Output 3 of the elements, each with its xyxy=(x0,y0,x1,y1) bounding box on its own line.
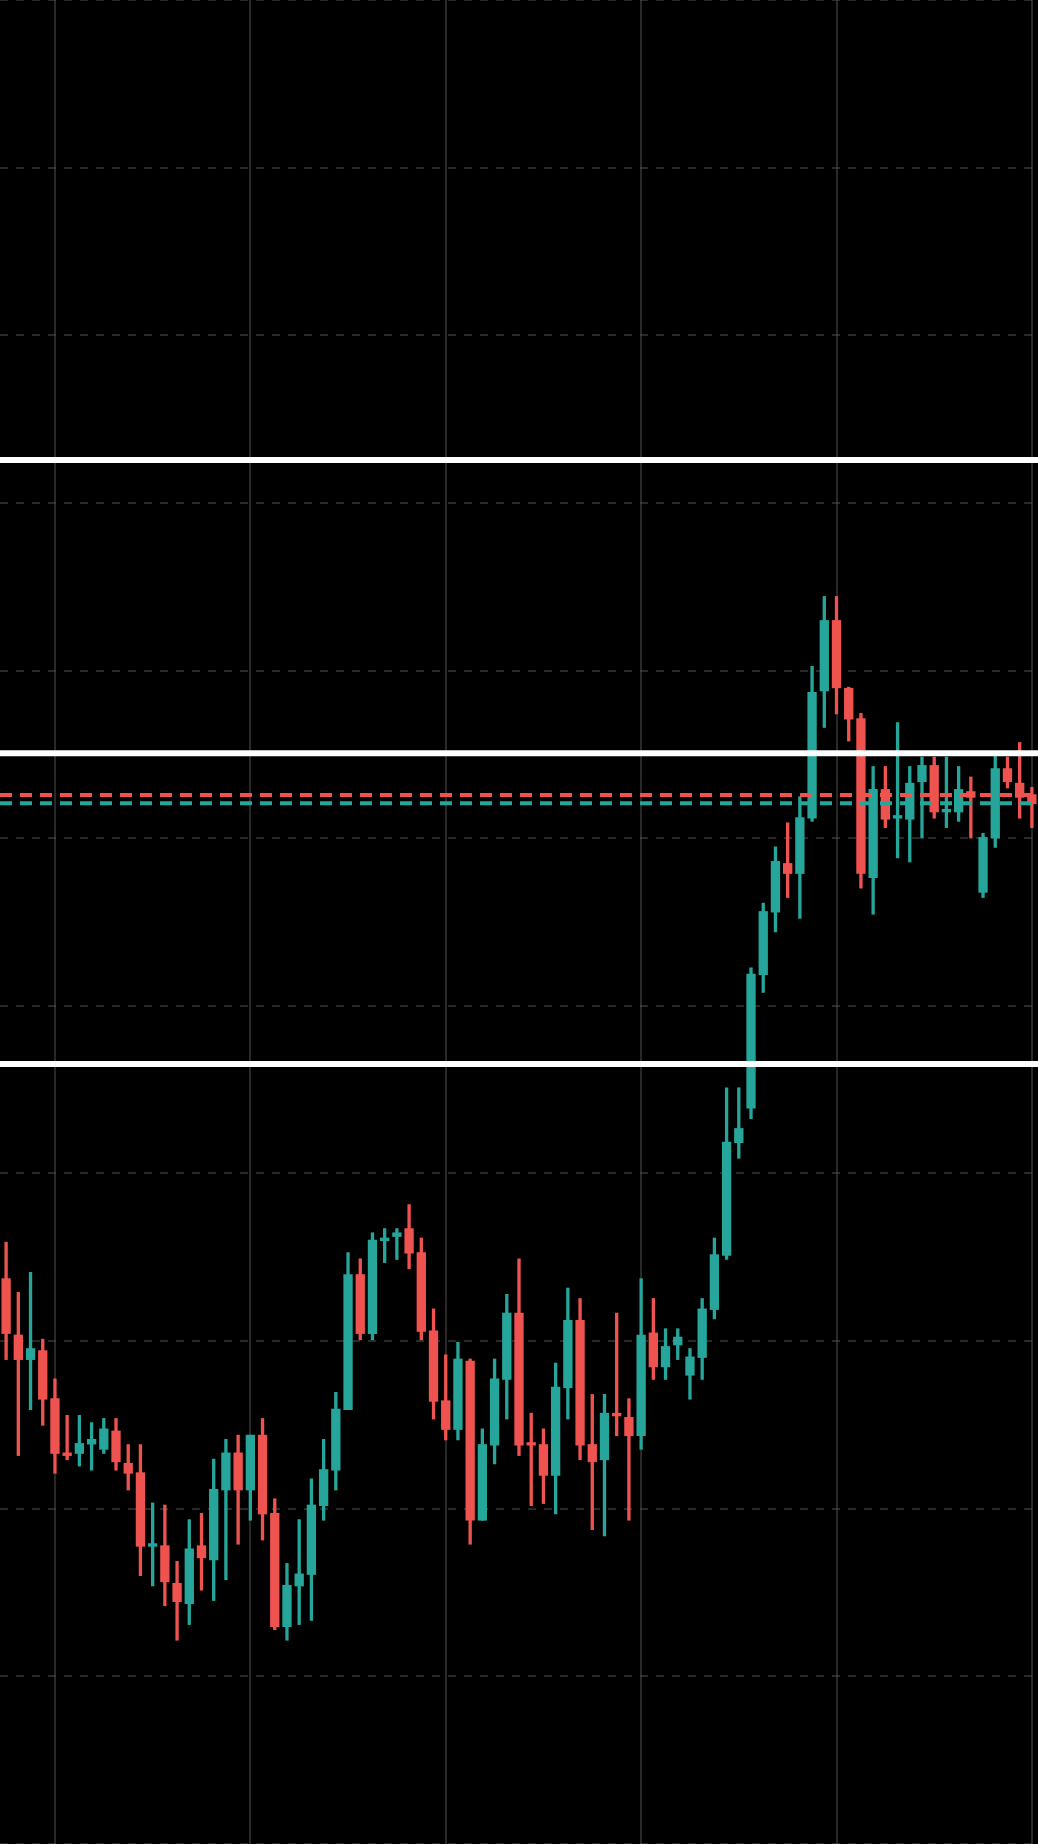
candlestick xyxy=(392,1228,402,1260)
candlestick xyxy=(624,1398,634,1521)
candlestick xyxy=(172,1561,182,1641)
